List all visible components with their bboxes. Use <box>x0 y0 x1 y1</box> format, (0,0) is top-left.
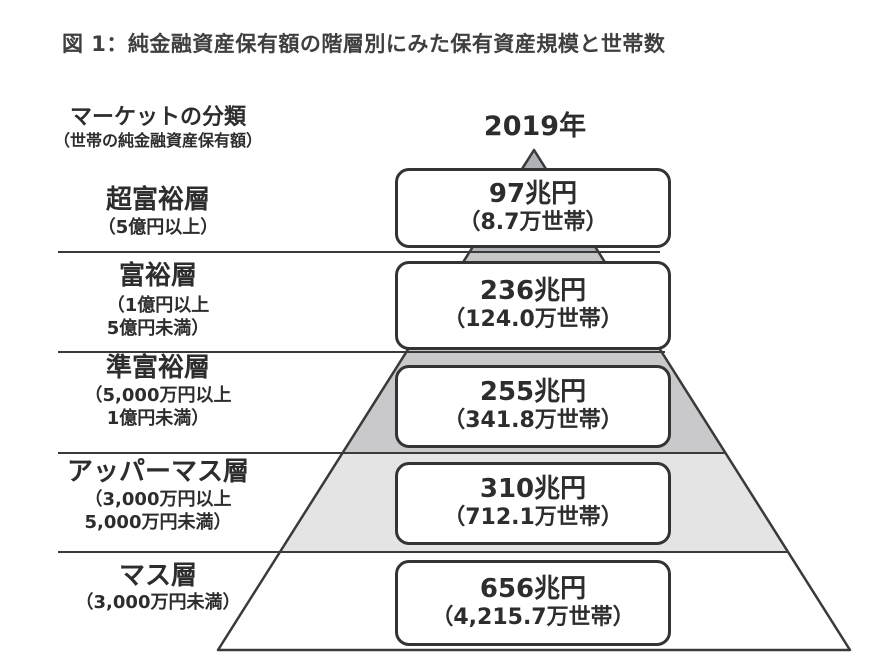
tier4-range-line2: 5,000万円未満） <box>84 512 232 533</box>
tier5-assets: 656兆円 <box>479 573 587 604</box>
tier3-range-line2: 1億円未満） <box>106 408 210 429</box>
tier3-value-box: 255兆円 （341.8万世帯） <box>395 365 671 448</box>
tier4-value-box: 310兆円 （712.1万世帯） <box>395 462 671 545</box>
tier2-assets: 236兆円 <box>479 276 587 307</box>
tier2-name: 富裕層 <box>118 261 197 291</box>
tier3-range-line1: （5,000万円以上 <box>84 385 232 406</box>
tier1-value-box: 97兆円 （8.7万世帯） <box>395 168 671 248</box>
tier3-assets: 255兆円 <box>479 377 587 408</box>
tier2-range-line1: （1億円以上 <box>106 295 210 316</box>
tier5-households: （4,215.7万世帯） <box>431 604 635 630</box>
tier3-name: 準富裕層 <box>105 353 210 383</box>
tier4-households: （712.1万世帯） <box>443 505 623 531</box>
market-classification-subheader: （世帯の純金融資産保有額） <box>53 131 262 150</box>
tier4-range-line1: （3,000万円以上 <box>84 489 232 510</box>
tier1-assets: 97兆円 <box>488 178 578 209</box>
pyramid-outline <box>216 148 852 652</box>
market-classification-header: マーケットの分類 <box>69 105 246 130</box>
tier3-households: （341.8万世帯） <box>443 408 623 434</box>
tier4-name: アッパーマス層 <box>66 457 249 487</box>
tier1-name: 超富裕層 <box>105 185 210 215</box>
tier5-range: （3,000万円未満） <box>75 592 241 613</box>
tier2-households: （124.0万世帯） <box>443 307 623 333</box>
tier2-range-line2: 5億円未満） <box>106 318 210 339</box>
tier4-assets: 310兆円 <box>479 474 587 505</box>
tier1-households: （8.7万世帯） <box>458 209 608 235</box>
year-label: 2019年 <box>483 111 587 142</box>
tier5-name: マス層 <box>118 561 197 591</box>
tier5-value-box: 656兆円 （4,215.7万世帯） <box>395 560 671 646</box>
tier2-value-box: 236兆円 （124.0万世帯） <box>395 261 671 350</box>
tier1-range: （5億円以上） <box>97 217 219 238</box>
figure-title: 図 1：純金融資産保有額の階層別にみた保有資産規模と世帯数 <box>62 32 666 56</box>
